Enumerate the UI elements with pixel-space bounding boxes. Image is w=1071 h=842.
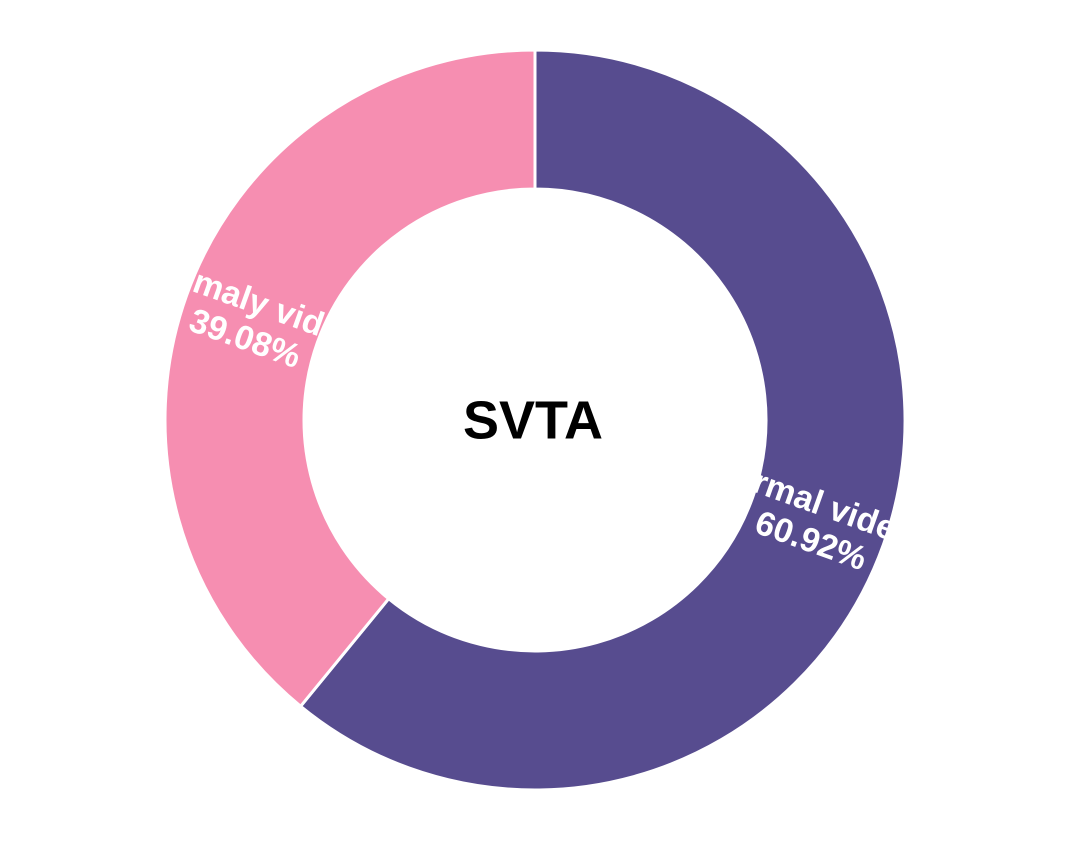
donut-slices xyxy=(163,48,907,792)
chart-title: SVTA xyxy=(463,390,603,450)
slice-normal-videos xyxy=(298,48,907,792)
slice-anomaly-videos xyxy=(163,48,537,709)
